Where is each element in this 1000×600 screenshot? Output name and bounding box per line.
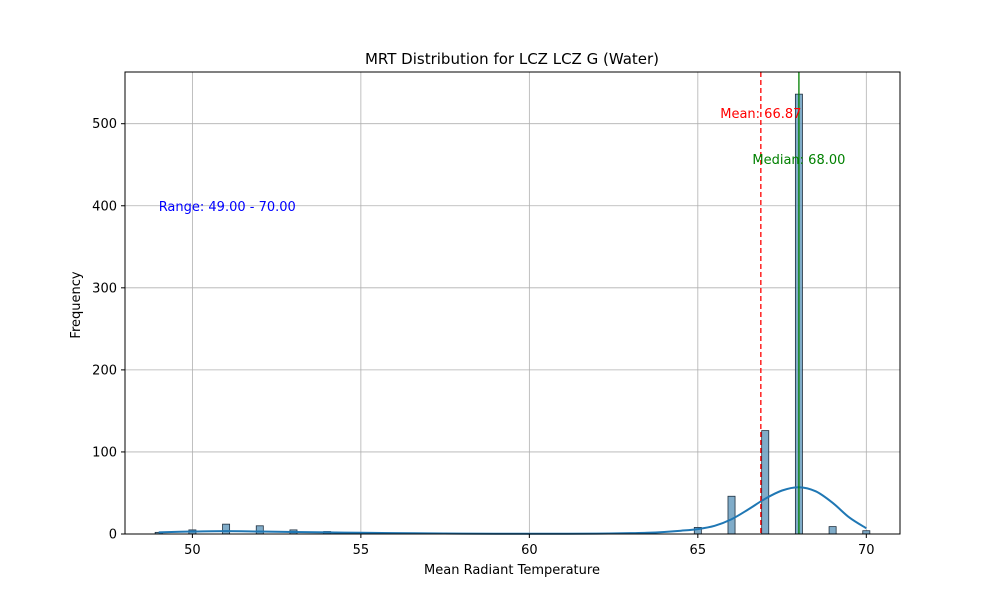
histogram-bar — [727, 495, 736, 535]
grid-lines — [125, 72, 900, 535]
histogram-bar — [828, 526, 837, 535]
y-tick-label: 300 — [92, 281, 117, 296]
range-label: Range: 49.00 - 70.00 — [159, 200, 296, 215]
plot-frame — [124, 71, 901, 535]
y-tick-label: 100 — [92, 445, 117, 460]
mean-label: Mean: 66.87 — [720, 107, 801, 122]
y-axis-label: Frequency — [69, 271, 84, 338]
x-tick-label: 70 — [858, 543, 875, 558]
x-tick-label: 60 — [521, 543, 538, 558]
y-tick-label: 400 — [92, 199, 117, 214]
x-axis-ticks: 50 55 60 65 70 — [184, 534, 875, 558]
x-tick-label: 50 — [184, 543, 201, 558]
x-tick-label: 65 — [690, 543, 707, 558]
histogram-bar — [761, 430, 770, 535]
x-tick-label: 55 — [353, 543, 370, 558]
y-tick-label: 500 — [92, 117, 117, 132]
chart-title: MRT Distribution for LCZ LCZ G (Water) — [365, 50, 659, 68]
y-tick-label: 200 — [92, 363, 117, 378]
histogram-bar — [222, 523, 231, 535]
histogram-bar — [255, 525, 264, 535]
x-axis-label: Mean Radiant Temperature — [424, 563, 600, 578]
median-label: Median: 68.00 — [752, 153, 845, 168]
kde-curve — [158, 486, 867, 535]
y-tick-label: 0 — [109, 528, 117, 543]
y-axis-ticks: 0 100 200 300 400 500 — [92, 117, 125, 543]
